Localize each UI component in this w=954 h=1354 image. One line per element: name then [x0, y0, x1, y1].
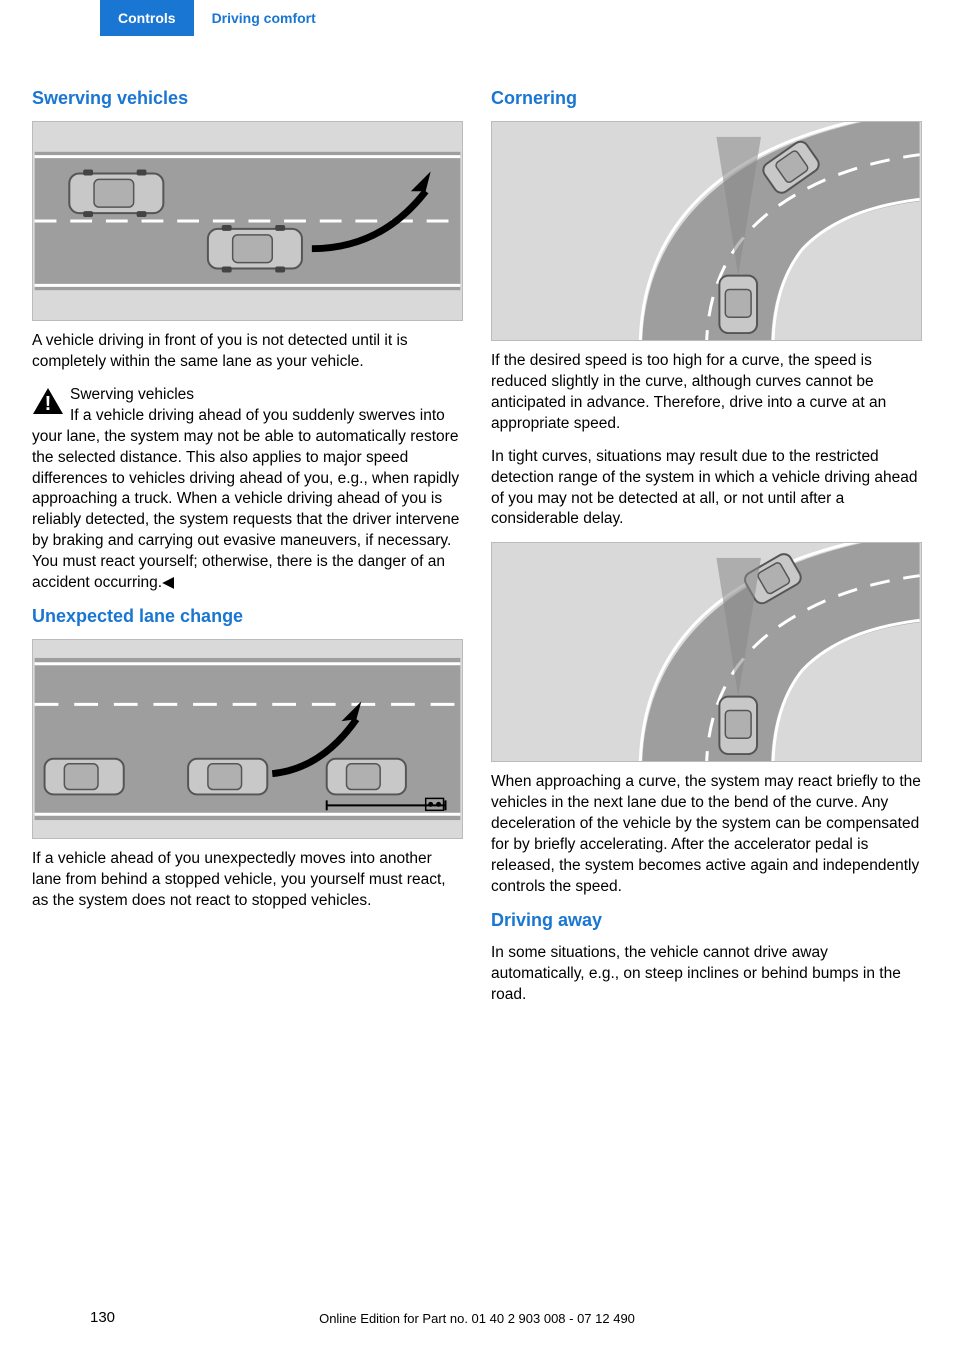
- diagram-lane-change-svg: [33, 640, 462, 838]
- warning-icon: !: [32, 387, 64, 415]
- footer-text: Online Edition for Part no. 01 40 2 903 …: [40, 1311, 914, 1326]
- warning-body: If a vehicle driving ahead of you sudden…: [32, 407, 459, 591]
- heading-lane-change: Unexpected lane change: [32, 606, 463, 627]
- page-footer: 130 Online Edition for Part no. 01 40 2 …: [0, 1311, 954, 1326]
- text-lane-change-body: If a vehicle ahead of you unexpectedly m…: [32, 849, 463, 912]
- diagram-cornering2-svg: [492, 543, 921, 761]
- header-tab-controls: Controls: [100, 0, 194, 36]
- text-swerving-body: A vehicle driving in front of you is not…: [32, 331, 463, 373]
- warning-swerving: ! Swerving vehicles If a vehicle driving…: [32, 385, 463, 594]
- diagram-swerving-svg: [33, 122, 462, 320]
- diagram-cornering1-svg: [492, 122, 921, 340]
- text-cornering-1: If the desired speed is too high for a c…: [491, 351, 922, 435]
- content-columns: Swerving vehicles: [0, 60, 954, 1018]
- diagram-cornering-1: [491, 121, 922, 341]
- heading-cornering: Cornering: [491, 88, 922, 109]
- diagram-lane-change: [32, 639, 463, 839]
- right-column: Cornering: [491, 80, 922, 1018]
- heading-driving-away: Driving away: [491, 910, 922, 931]
- left-column: Swerving vehicles: [32, 80, 463, 1018]
- warning-title: Swerving vehicles: [70, 386, 194, 403]
- diagram-swerving: [32, 121, 463, 321]
- text-cornering-3: When approaching a curve, the system may…: [491, 772, 922, 898]
- diagram-cornering-2: [491, 542, 922, 762]
- page-number: 130: [90, 1309, 115, 1326]
- text-driving-away: In some situations, the vehicle cannot d…: [491, 943, 922, 1006]
- text-cornering-2: In tight curves, situations may result d…: [491, 447, 922, 531]
- header-sub-driving-comfort: Driving comfort: [194, 0, 334, 36]
- svg-text:!: !: [45, 393, 52, 415]
- page-header: Controls Driving comfort: [0, 0, 954, 36]
- heading-swerving-vehicles: Swerving vehicles: [32, 88, 463, 109]
